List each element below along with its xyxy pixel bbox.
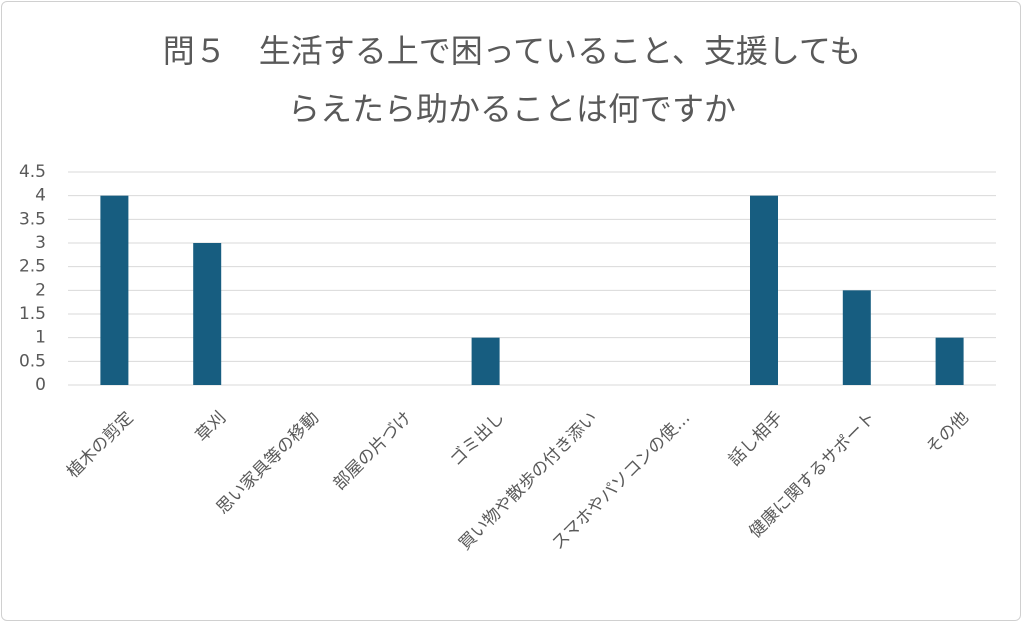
bar — [193, 243, 222, 385]
y-tick-label: 1 — [35, 328, 46, 348]
y-tick-label: 2.5 — [19, 257, 46, 277]
x-tick-label: 植木の剪定 — [63, 408, 137, 482]
y-tick-label: 4 — [35, 186, 46, 206]
bar — [471, 337, 500, 385]
y-tick-label: 2 — [35, 280, 46, 300]
x-tick-label: 草刈 — [192, 408, 230, 446]
bar — [750, 195, 778, 385]
x-tick-label: その他 — [922, 408, 972, 458]
y-tick-label: 4.5 — [19, 162, 46, 182]
y-tick-label: 1.5 — [19, 304, 46, 324]
y-tick-label: 3 — [35, 233, 46, 253]
chart-title: 問５ 生活する上で困っていること、支援してもらえたら助かることは何ですか — [162, 32, 862, 128]
y-tick-label: 0.5 — [19, 351, 46, 371]
y-tick-label: 3.5 — [19, 209, 46, 229]
x-tick-label: ゴミ出し — [446, 407, 509, 470]
y-tick-label: 0 — [35, 375, 46, 395]
x-tick-label: 思い家具等の移動 — [213, 408, 323, 518]
bar — [842, 290, 871, 385]
x-tick-label: 話し相手 — [725, 408, 787, 470]
x-tick-label: 部屋の片づけ — [330, 408, 416, 494]
bar — [100, 195, 129, 385]
bar — [935, 337, 964, 385]
